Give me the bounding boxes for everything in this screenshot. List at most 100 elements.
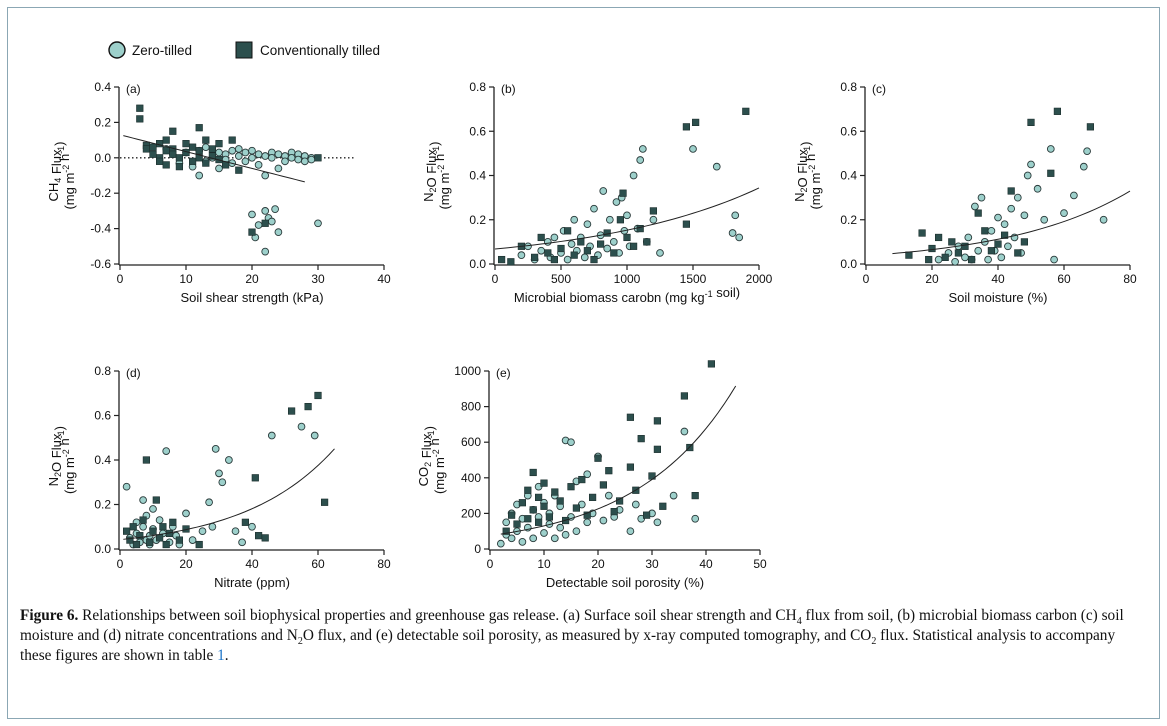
data-point-zero-tilled [228,146,237,155]
series-conventionally-tilled [497,107,750,266]
data-point-conventionally-tilled [314,391,322,400]
data-point-zero-tilled [994,213,1002,222]
data-point-conventionally-tilled [610,249,618,257]
data-point-conventionally-tilled [235,166,243,174]
data-point-zero-tilled [297,422,306,431]
legend-zero-tilled-marker [108,41,126,59]
x-tick-label: 20 [245,272,259,286]
data-point-conventionally-tilled [189,143,197,151]
figure-caption: Figure 6. Relationships between soil bio… [20,606,1145,666]
y-tick-label: -0.6 [90,257,111,271]
data-point-zero-tilled [1083,147,1091,156]
data-point-conventionally-tilled [162,161,170,169]
x-tick-label: 0 [492,272,499,286]
data-point-conventionally-tilled [162,540,170,549]
superscript: -2 [61,165,71,173]
data-point-zero-tilled [205,498,213,507]
data-point-conventionally-tilled [610,508,618,516]
data-point-conventionally-tilled [529,468,537,477]
panel-label: (a) [126,82,141,96]
data-point-conventionally-tilled [928,244,936,253]
data-point-zero-tilled [254,161,263,169]
data-point-conventionally-tilled [195,540,203,549]
text-run: Flux [49,149,64,178]
data-point-zero-tilled [537,246,546,255]
data-point-conventionally-tilled [594,454,602,462]
data-point-conventionally-tilled [175,536,184,544]
y-tick-label: 400 [461,471,481,485]
data-point-zero-tilled [649,215,658,224]
x-axis-label: Nitrate (ppm) [214,575,290,590]
subscript: 2 [423,462,433,467]
data-point-zero-tilled [274,150,283,159]
data-point-zero-tilled [964,233,973,242]
data-point-zero-tilled [248,522,256,531]
x-tick-label: 60 [1057,272,1071,286]
data-point-conventionally-tilled [544,249,552,257]
caption-table-link[interactable]: 1 [217,647,225,664]
data-point-conventionally-tilled [981,227,989,235]
legend-zero-tilled-label: Zero-tilled [132,43,192,58]
data-point-zero-tilled [572,527,581,536]
data-point-zero-tilled [271,205,279,213]
y-tick-label: 800 [461,400,481,414]
data-point-zero-tilled [218,478,227,487]
data-point-conventionally-tilled [643,238,651,246]
data-point-zero-tilled [201,143,210,152]
series-conventionally-tilled [123,391,329,549]
superscript: -1 [431,146,441,154]
text-run: CH [46,183,61,202]
text-run: CO [416,467,431,487]
superscript: -1 [426,430,436,438]
data-point-conventionally-tilled [1014,249,1022,257]
y-tick-label: 0.2 [840,213,857,227]
y-tick-label: 0 [474,542,481,556]
text-run: ) [422,426,437,430]
data-point-conventionally-tilled [215,140,223,148]
data-point-conventionally-tilled [649,207,657,215]
data-point-zero-tilled [281,157,289,166]
superscript: -2 [807,165,817,173]
data-point-zero-tilled [656,249,664,257]
data-point-zero-tilled [599,516,608,525]
data-point-conventionally-tilled [596,240,605,248]
y-axis-label: (mg m-2 h-1) [52,141,77,209]
data-point-conventionally-tilled [692,118,700,126]
subscript: 2 [53,472,63,477]
x-tick-label: 40 [699,557,713,571]
data-point-conventionally-tilled [136,115,144,123]
data-point-zero-tilled [550,534,559,543]
data-point-zero-tilled [997,253,1006,262]
data-point-conventionally-tilled [588,493,597,501]
series-conventionally-tilled [905,107,1094,264]
x-tick-label: 10 [537,557,551,571]
data-point-zero-tilled [314,219,322,228]
data-point-conventionally-tilled [967,255,976,264]
y-axis-label: CH4 Flux [46,149,64,201]
text-run: (mg m [62,173,77,210]
data-point-conventionally-tilled [304,402,312,411]
x-tick-label: 20 [591,557,605,571]
data-point-conventionally-tilled [1020,238,1028,246]
trend-line [500,385,737,535]
x-tick-label: 40 [245,557,259,571]
data-point-conventionally-tilled [1007,187,1015,195]
text-run: h [803,154,818,165]
x-tick-label: 0 [117,272,124,286]
data-point-conventionally-tilled [518,499,526,507]
data-point-conventionally-tilled [169,150,177,158]
data-point-zero-tilled [139,522,147,531]
x-axis-label: Microbial biomass carobn (mg kg-1 soil) [514,285,740,305]
data-point-conventionally-tilled [524,515,532,523]
data-point-conventionally-tilled [603,229,611,237]
data-point-zero-tilled [605,215,614,224]
panel-e: 0 200 400 600 800 1000 0 10 20 30 40 50 (e) Detectabl… [416,360,767,590]
trend-line [494,187,760,250]
data-point-zero-tilled [254,221,263,229]
trend-line [892,190,1131,255]
data-point-zero-tilled [261,207,270,215]
data-point-zero-tilled [149,505,157,513]
x-tick-label: 1000 [614,272,641,286]
data-point-zero-tilled [961,253,969,262]
data-point-zero-tilled [629,171,638,180]
